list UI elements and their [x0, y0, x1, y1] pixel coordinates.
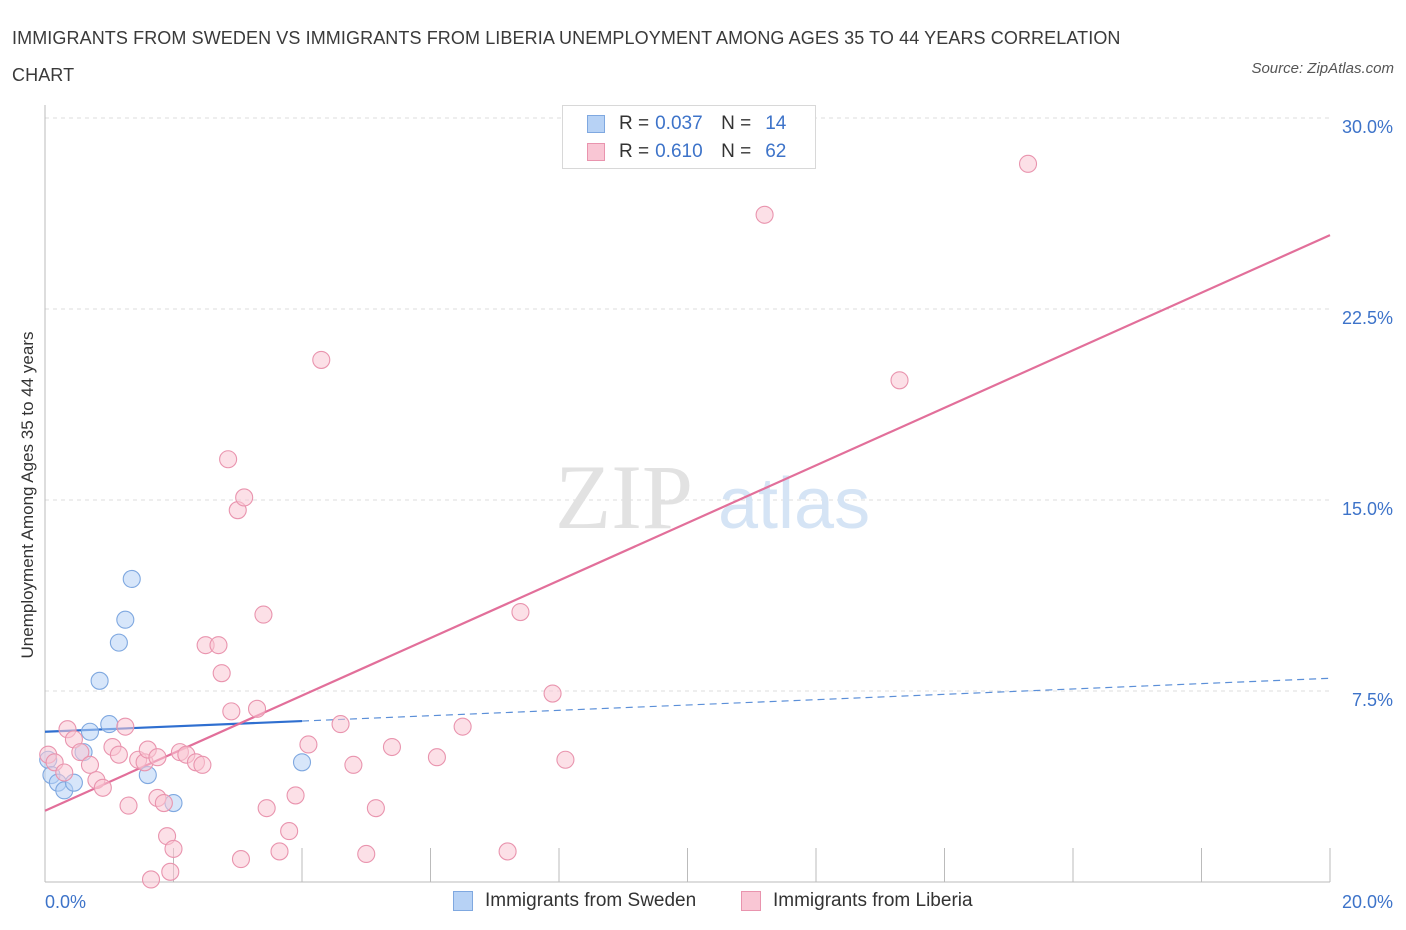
point-liberia: [161, 862, 180, 881]
point-liberia: [154, 794, 173, 813]
point-liberia: [222, 702, 241, 721]
point-liberia: [344, 755, 363, 774]
y-tick-label: 22.5%: [1342, 308, 1393, 328]
legend-label-sweden: Immigrants from Sweden: [485, 890, 697, 911]
point-liberia: [219, 450, 238, 469]
point-liberia: [498, 842, 517, 861]
point-liberia: [231, 850, 251, 869]
n-label: N =: [721, 141, 752, 162]
point-liberia: [212, 664, 231, 683]
point-sweden: [90, 671, 109, 690]
point-liberia: [890, 371, 909, 390]
point-liberia: [109, 745, 128, 764]
point-liberia: [755, 205, 774, 224]
point-liberia: [1018, 154, 1038, 173]
point-liberia: [164, 839, 183, 858]
y-tick-label: 15.0%: [1342, 499, 1393, 519]
point-liberia: [93, 778, 112, 797]
watermark-zip: ZIP: [555, 446, 693, 548]
legend-row-sweden: R = 0.037 N = 14: [587, 112, 786, 136]
legend-swatch-sweden: [587, 115, 605, 133]
point-liberia: [453, 717, 472, 736]
point-liberia: [286, 786, 305, 805]
r-label: R =: [619, 141, 650, 162]
point-liberia: [116, 717, 135, 736]
legend-label-liberia: Immigrants from Liberia: [773, 890, 973, 911]
point-liberia: [148, 748, 167, 767]
data-points: [39, 154, 1038, 889]
point-sweden: [116, 610, 135, 629]
trend-line-sweden-dashed: [301, 677, 1331, 722]
point-liberia: [357, 844, 376, 864]
legend-swatch-liberia: [587, 143, 605, 161]
r-value: 0.037: [655, 113, 703, 134]
point-liberia: [119, 796, 138, 815]
point-liberia: [235, 488, 254, 507]
point-sweden: [80, 722, 100, 741]
point-liberia: [71, 743, 90, 762]
point-sweden: [292, 753, 312, 772]
trend-line-liberia: [44, 234, 1331, 812]
point-liberia: [254, 605, 273, 624]
point-liberia: [556, 750, 575, 769]
y-axis-label: Unemployment Among Ages 35 to 44 years: [18, 331, 37, 659]
point-liberia: [280, 822, 299, 841]
tick-labels: 7.5% 15.0% 22.5% 30.0% 0.0% 20.0%: [45, 117, 1393, 912]
legend-row-liberia: R = 0.610 N = 62: [587, 140, 786, 164]
point-liberia: [427, 748, 446, 767]
trend-lines: [44, 234, 1331, 812]
x-tick-label: 0.0%: [45, 892, 86, 912]
y-tick-label: 30.0%: [1342, 117, 1393, 137]
point-liberia: [299, 735, 318, 754]
point-liberia: [270, 842, 289, 861]
watermark-atlas: atlas: [718, 464, 870, 544]
n-value: 14: [765, 113, 787, 134]
source-label: Source: ZipAtlas.com: [1251, 60, 1394, 77]
point-liberia: [257, 799, 276, 818]
grid-lines: [45, 117, 1330, 692]
point-sweden: [122, 569, 141, 588]
legend-swatch-sweden: [453, 891, 473, 911]
point-liberia: [193, 755, 212, 774]
legend-item-liberia: Immigrants from Liberia: [741, 890, 973, 912]
point-liberia: [511, 603, 530, 622]
point-sweden: [109, 633, 128, 652]
point-liberia: [55, 763, 74, 782]
series-legend: Immigrants from Sweden Immigrants from L…: [0, 890, 1406, 914]
n-label: N =: [721, 113, 752, 134]
point-liberia: [331, 715, 350, 734]
y-tick-label: 7.5%: [1352, 690, 1393, 710]
legend-swatch-liberia: [741, 891, 761, 911]
point-liberia: [382, 737, 402, 757]
point-liberia: [141, 870, 161, 889]
point-liberia: [209, 636, 228, 655]
chart-title: IMMIGRANTS FROM SWEDEN VS IMMIGRANTS FRO…: [12, 28, 1121, 85]
point-liberia: [312, 350, 331, 369]
r-value: 0.610: [655, 141, 703, 162]
point-liberia: [543, 684, 562, 703]
legend-item-sweden: Immigrants from Sweden: [453, 890, 696, 912]
point-liberia: [80, 755, 100, 774]
stats-legend: R = 0.037 N = 14 R = 0.610 N = 62: [562, 105, 816, 169]
r-label: R =: [619, 113, 650, 134]
n-value: 62: [765, 141, 787, 162]
x-tick-label: 20.0%: [1342, 892, 1393, 912]
point-liberia: [247, 699, 267, 718]
point-sweden: [100, 715, 119, 734]
point-liberia: [366, 799, 385, 818]
